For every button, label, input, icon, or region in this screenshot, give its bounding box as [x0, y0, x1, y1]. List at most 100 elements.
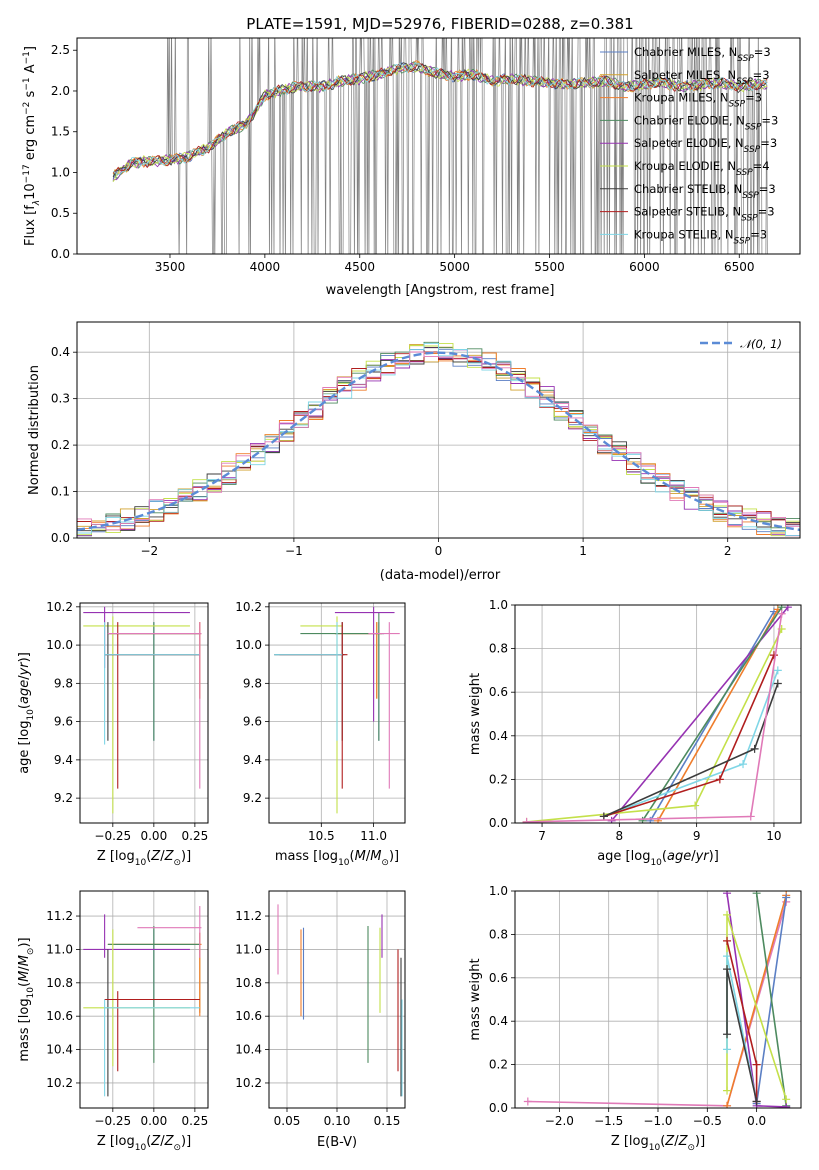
mass-weight-line — [726, 968, 758, 1102]
mass-weight-marker — [739, 760, 748, 769]
y-tick-label: 10.2 — [235, 600, 262, 614]
y-tick-label: 9.6 — [243, 715, 262, 729]
age-vs-mass-panel-frame — [268, 602, 406, 824]
y-tick-label: 10.6 — [235, 1009, 262, 1023]
x-tick-label: −2.0 — [545, 1114, 574, 1128]
y-tick-label: 10.8 — [46, 976, 73, 990]
residual-panel: −2 −1 0 1 2 0.0 0.1 0.2 0.3 0.4 𝒩(0, 1) (data-model… — [27, 321, 801, 583]
y-tick-label: 0.0 — [51, 531, 70, 545]
mass-weight-line — [755, 893, 787, 1106]
y-tick-label: 11.0 — [46, 942, 73, 956]
mass-weight-marker — [723, 952, 732, 961]
x-tick-label: 0.00 — [140, 829, 167, 843]
x-tick-label: 0 — [435, 544, 443, 558]
mass-weight-marker — [723, 1030, 732, 1039]
x-tick-label: 0.15 — [374, 1114, 401, 1128]
y-tick-label: 10.0 — [46, 638, 73, 652]
figure-title: PLATE=1591, MJD=52976, FIBERID=0288, z=0… — [246, 15, 633, 33]
x-tick-label: 10.5 — [308, 829, 335, 843]
mass-vs-ebv-panel-plot — [277, 904, 403, 1097]
gaussian-curve — [77, 351, 800, 532]
legend-label: Chabrier STELIB, NSSP=3 — [634, 182, 776, 201]
y-tick-label: 10.4 — [235, 1043, 262, 1057]
y-tick-label: 2.5 — [51, 43, 70, 57]
x-tick-label: 6500 — [724, 260, 755, 274]
mass-weight-marker — [522, 817, 531, 823]
y-tick-label: 1.5 — [51, 125, 70, 139]
y-tick-label: 9.8 — [243, 676, 262, 690]
mass-vs-metallicity-panel-plot — [83, 906, 202, 1097]
spectrum-legend: Chabrier MILES, NSSP=3 Salpeter MILES, NS… — [600, 45, 778, 246]
y-tick-label: 11.0 — [235, 942, 262, 956]
x-axis-label: mass [log10(M/M⊙)] — [275, 849, 399, 868]
y-tick-label: 9.6 — [54, 715, 73, 729]
x-tick-label: −2 — [140, 544, 158, 558]
x-tick-label: −1.0 — [643, 1114, 672, 1128]
y-tick-label: 2.0 — [51, 84, 70, 98]
mass-weight-marker — [782, 1102, 791, 1108]
x-axis-label: Z [log10(Z/Z⊙)] — [97, 849, 191, 868]
x-axis-label: Z [log10(Z/Z⊙)] — [611, 1134, 705, 1153]
legend-label: Salpeter ELODIE, NSSP=3 — [634, 136, 777, 155]
x-tick-label: 7 — [538, 829, 546, 843]
y-tick-label: 0.4 — [51, 345, 70, 359]
legend-label: Chabrier ELODIE, NSSP=3 — [634, 113, 778, 132]
x-tick-label: 5000 — [439, 260, 470, 274]
legend-label: Kroupa STELIB, NSSP=3 — [634, 227, 767, 246]
mass-weight-line — [527, 901, 787, 1107]
mass-weight-marker — [723, 936, 732, 945]
model-spectrum — [112, 62, 768, 174]
y-tick-label: 0.2 — [489, 772, 508, 786]
y-tick-label: 1.0 — [489, 598, 508, 612]
y-tick-label: 0.5 — [51, 206, 70, 220]
mass-weight-marker — [715, 775, 724, 784]
y-tick-label: 10.2 — [235, 1076, 262, 1090]
x-tick-label: 6000 — [629, 260, 660, 274]
mass-weight-marker — [773, 679, 782, 688]
mass-weight-line — [603, 683, 779, 818]
x-tick-label: −0.25 — [94, 829, 131, 843]
mass-weight-marker — [523, 1097, 532, 1106]
y-tick-label: 0.8 — [489, 642, 508, 656]
y-tick-label: 0.3 — [51, 392, 70, 406]
x-tick-label: 11.0 — [360, 829, 387, 843]
y-tick-label: 11.2 — [46, 909, 73, 923]
mass-weight-marker — [723, 1101, 732, 1108]
y-axis-label: age [log10(age/yr)] — [17, 652, 36, 774]
mass-weight-marker — [773, 666, 782, 675]
x-tick-label: 2 — [724, 544, 732, 558]
y-tick-label: 10.4 — [46, 1043, 73, 1057]
x-tick-label: −0.25 — [94, 1114, 131, 1128]
mass-weight-marker — [752, 1097, 761, 1106]
y-tick-label: 9.2 — [54, 791, 73, 805]
y-tick-label: 0.0 — [489, 1101, 508, 1115]
x-tick-label: 5500 — [534, 260, 565, 274]
spectrum-panel: 3500 4000 4500 5000 5500 6000 6500 0.0 0.5 1.0 1.5… — [22, 37, 801, 298]
y-tick-label: 9.4 — [54, 753, 73, 767]
legend-label: 𝒩(0, 1) — [740, 337, 782, 351]
mass-weight-marker — [723, 910, 732, 919]
residual-histogram — [77, 351, 800, 531]
mass-weight-marker — [723, 891, 732, 898]
y-tick-label: 0.2 — [51, 438, 70, 452]
mass-vs-metallicity-panel: −0.25 0.00 0.25 10.2 10.4 10.6 10.8 11.0 11.2 Z [… — [17, 890, 209, 1153]
mass-weight-vs-metallicity-panel: −2.0 −1.5 −1.0 −0.5 0.0 0.0 0.2 0.4 0.6 0.8 1.0 Z [… — [468, 884, 802, 1153]
model-spectrum — [112, 62, 768, 175]
age-vs-metallicity-panel-frame — [79, 602, 209, 824]
y-tick-label: 9.8 — [54, 676, 73, 690]
y-tick-label: 0.6 — [489, 685, 508, 699]
y-tick-label: 0.8 — [489, 927, 508, 941]
mass-weight-line — [526, 613, 783, 823]
x-axis-label: E(B-V) — [317, 1135, 357, 1150]
age-vs-mass-panel: 10.5 11.0 9.2 9.4 9.6 9.8 10.0 10.2 mass [log10(… — [235, 600, 406, 868]
mass-weight-vs-age-panel-frame — [514, 604, 802, 824]
spectrum-panel-frame — [76, 37, 801, 255]
mass-weight-marker — [752, 1060, 761, 1069]
y-axis-label: Normed distribution — [27, 365, 42, 495]
x-tick-label: −0.5 — [693, 1114, 722, 1128]
mass-weight-marker — [750, 744, 759, 753]
mass-vs-ebv-panel: 0.05 0.10 0.15 10.2 10.4 10.6 10.8 11.0 11.2 E(B-… — [235, 890, 406, 1150]
legend-label: Kroupa MILES, NSSP=3 — [634, 91, 762, 110]
x-tick-label: −1.5 — [594, 1114, 623, 1128]
y-tick-label: 1.0 — [51, 165, 70, 179]
